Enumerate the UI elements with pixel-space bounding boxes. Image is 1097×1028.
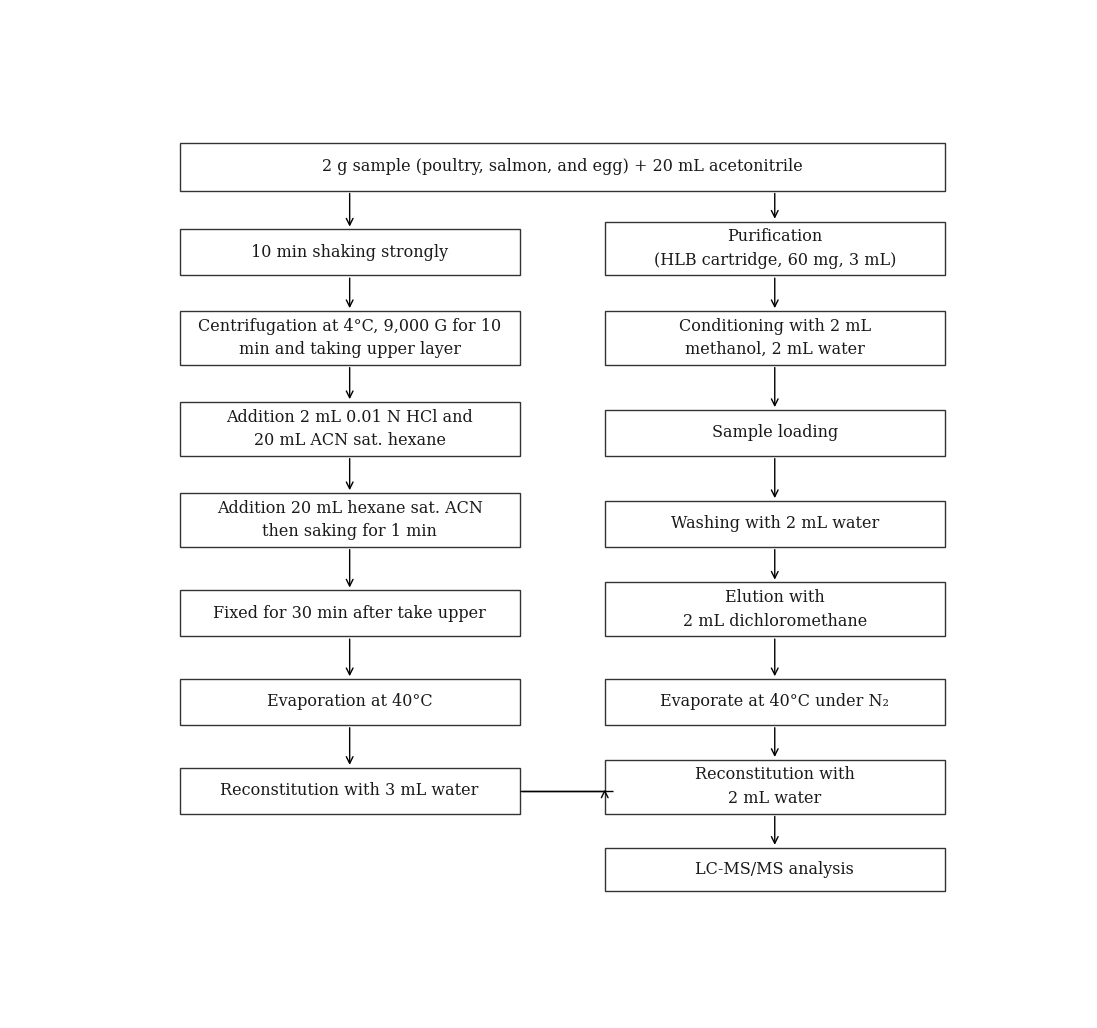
Text: Conditioning with 2 mL
methanol, 2 mL water: Conditioning with 2 mL methanol, 2 mL wa…	[679, 318, 871, 358]
Text: Centrifugation at 4°C, 9,000 G for 10
min and taking upper layer: Centrifugation at 4°C, 9,000 G for 10 mi…	[199, 318, 501, 358]
Bar	[604, 680, 945, 725]
Text: Sample loading: Sample loading	[712, 425, 838, 441]
Text: Evaporation at 40°C: Evaporation at 40°C	[267, 694, 432, 710]
Text: Reconstitution with 3 mL water: Reconstitution with 3 mL water	[220, 782, 479, 799]
Text: Elution with
2 mL dichloromethane: Elution with 2 mL dichloromethane	[682, 589, 867, 629]
Bar	[604, 501, 945, 547]
Text: Addition 20 mL hexane sat. ACN
then saking for 1 min: Addition 20 mL hexane sat. ACN then saki…	[217, 500, 483, 540]
Bar	[180, 680, 520, 725]
Bar	[180, 310, 520, 365]
Bar	[180, 590, 520, 636]
Text: Fixed for 30 min after take upper: Fixed for 30 min after take upper	[213, 604, 486, 622]
Text: Reconstitution with
2 mL water: Reconstitution with 2 mL water	[694, 767, 855, 807]
Bar	[604, 583, 945, 636]
Bar	[604, 410, 945, 455]
Text: LC-MS/MS analysis: LC-MS/MS analysis	[695, 860, 855, 878]
Bar	[180, 493, 520, 547]
Bar	[604, 760, 945, 813]
Text: Evaporate at 40°C under N₂: Evaporate at 40°C under N₂	[660, 694, 890, 710]
Bar	[604, 848, 945, 891]
Text: 10 min shaking strongly: 10 min shaking strongly	[251, 244, 449, 261]
Bar	[180, 402, 520, 455]
Bar	[180, 768, 520, 813]
Text: Washing with 2 mL water: Washing with 2 mL water	[670, 515, 879, 533]
Text: Purification
(HLB cartridge, 60 mg, 3 mL): Purification (HLB cartridge, 60 mg, 3 mL…	[654, 228, 896, 268]
Bar	[180, 143, 945, 190]
Bar	[604, 221, 945, 276]
Bar	[604, 310, 945, 365]
Bar	[180, 229, 520, 276]
Text: Addition 2 mL 0.01 N HCl and
20 mL ACN sat. hexane: Addition 2 mL 0.01 N HCl and 20 mL ACN s…	[226, 409, 473, 449]
Text: 2 g sample (poultry, salmon, and egg) + 20 mL acetonitrile: 2 g sample (poultry, salmon, and egg) + …	[321, 158, 803, 176]
